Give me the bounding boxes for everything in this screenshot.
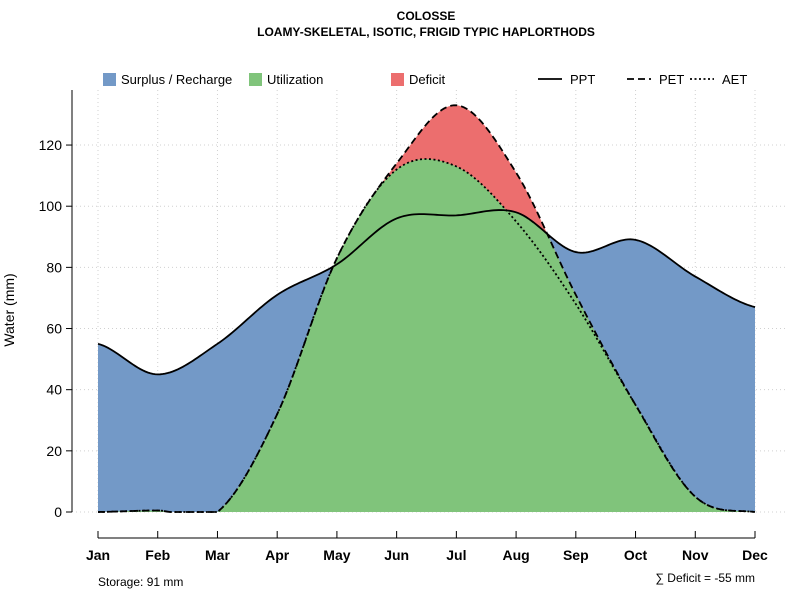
legend-label: PET <box>659 72 684 87</box>
legend-item-pet: PET <box>627 72 684 87</box>
legend-label: PPT <box>570 72 595 87</box>
legend-item-surplus-recharge: Surplus / Recharge <box>103 72 232 87</box>
legend-item-deficit: Deficit <box>391 72 446 87</box>
y-tick-label: 20 <box>46 443 62 459</box>
chart-subtitle: LOAMY-SKELETAL, ISOTIC, FRIGID TYPIC HAP… <box>257 25 595 39</box>
x-tick-label-may: May <box>323 547 350 563</box>
area-fills <box>98 105 755 512</box>
y-tick-label: 0 <box>54 504 62 520</box>
x-tick-label-aug: Aug <box>502 547 529 563</box>
series-line-aet <box>97 158 756 513</box>
y-tick-label: 60 <box>46 321 62 337</box>
x-tick-label-jan: Jan <box>86 547 110 563</box>
chart-title: COLOSSE <box>397 9 456 23</box>
legend: Surplus / Recharge Utilization Deficit PPT P… <box>103 72 747 87</box>
legend-label: Surplus / Recharge <box>121 72 232 87</box>
series-line-ppt <box>97 209 756 376</box>
legend-swatch <box>391 73 404 86</box>
deficit-annotation: ∑ Deficit = -55 mm <box>655 571 755 585</box>
legend-swatch <box>249 73 262 86</box>
x-tick-label-mar: Mar <box>205 547 230 563</box>
y-tick-label: 100 <box>39 198 63 214</box>
legend-item-ppt: PPT <box>538 72 595 87</box>
x-tick-label-apr: Apr <box>265 547 290 563</box>
legend-label: Utilization <box>267 72 323 87</box>
x-tick-label-sep: Sep <box>563 547 589 563</box>
x-tick-label-jul: Jul <box>446 547 466 563</box>
utilization-area <box>98 159 755 512</box>
x-tick-label-dec: Dec <box>742 547 768 563</box>
legend-item-utilization: Utilization <box>249 72 323 87</box>
axes: 0 20 40 60 80 100 120 Jan Feb Mar Apr May Jun Jul Aug S… <box>39 90 768 563</box>
x-tick-label-oct: Oct <box>624 547 648 563</box>
storage-annotation: Storage: 91 mm <box>98 575 183 589</box>
x-tick-label-jun: Jun <box>384 547 409 563</box>
legend-label: Deficit <box>409 72 446 87</box>
legend-item-aet: AET <box>690 72 747 87</box>
x-tick-label-nov: Nov <box>682 547 709 563</box>
legend-swatch <box>103 73 116 86</box>
y-tick-label: 120 <box>39 137 63 153</box>
y-tick-label: 40 <box>46 382 62 398</box>
x-tick-label-feb: Feb <box>145 547 170 563</box>
legend-label: AET <box>722 72 747 87</box>
y-axis-label: Water (mm) <box>1 273 17 346</box>
y-tick-label: 80 <box>46 259 62 275</box>
series-line-pet <box>97 104 756 513</box>
series-lines <box>97 104 756 513</box>
